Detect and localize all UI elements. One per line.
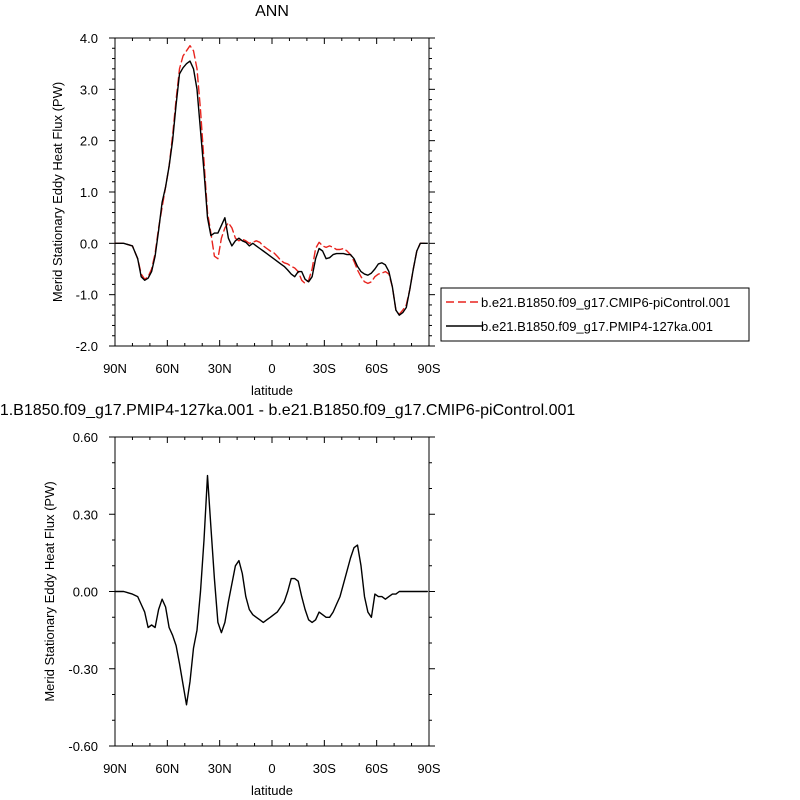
x-axis-label: latitude <box>251 383 293 398</box>
legend-label: b.e21.B1850.f09_g17.CMIP6-piControl.001 <box>481 295 730 310</box>
x-tick-label: 0 <box>268 761 275 776</box>
y-axis-label: Merid Stationary Eddy Heat Flux (PW) <box>50 82 65 302</box>
x-tick-label: 30N <box>208 761 232 776</box>
chart-title: ANN <box>255 3 289 20</box>
legend-label: b.e21.B1850.f09_g17.PMIP4-127ka.001 <box>481 319 713 334</box>
y-tick-label: -0.30 <box>68 662 98 677</box>
x-tick-label: 60N <box>155 761 179 776</box>
x-tick-label: 90S <box>417 361 440 376</box>
y-tick-label: 1.0 <box>80 185 98 200</box>
x-tick-label: 60N <box>155 361 179 376</box>
y-axis-label: Merid Stationary Eddy Heat Flux (PW) <box>42 481 57 701</box>
plot-frame <box>114 37 430 347</box>
x-tick-label: 60S <box>365 361 388 376</box>
y-tick-label: 0.30 <box>73 507 98 522</box>
x-tick-label: 90N <box>103 361 127 376</box>
x-tick-label: 60S <box>365 761 388 776</box>
series-line-2 <box>114 60 428 316</box>
y-tick-label: 3.0 <box>80 82 98 97</box>
x-tick-label: 90N <box>103 761 127 776</box>
x-tick-label: 30S <box>313 761 336 776</box>
y-tick-label: 2.0 <box>80 134 98 149</box>
y-tick-label: -2.0 <box>76 339 98 354</box>
x-tick-label: 0 <box>268 361 275 376</box>
y-tick-label: -0.60 <box>68 739 98 754</box>
plot-frame <box>114 436 430 747</box>
x-tick-label: 90S <box>417 761 440 776</box>
y-tick-label: 4.0 <box>80 31 98 46</box>
x-axis-label: latitude <box>251 783 293 798</box>
x-tick-label: 30S <box>313 361 336 376</box>
x-tick-label: 30N <box>208 361 232 376</box>
y-tick-label: 0.00 <box>73 585 98 600</box>
chart-title: b.e21.B1850.f09_g17.PMIP4-127ka.001 - b.… <box>0 402 575 419</box>
legend-box <box>440 287 750 342</box>
y-tick-label: 0.60 <box>73 430 98 445</box>
y-tick-label: -1.0 <box>76 288 98 303</box>
series-line-1 <box>114 474 428 706</box>
y-tick-label: 0.0 <box>80 236 98 251</box>
series-line-1 <box>114 45 428 315</box>
